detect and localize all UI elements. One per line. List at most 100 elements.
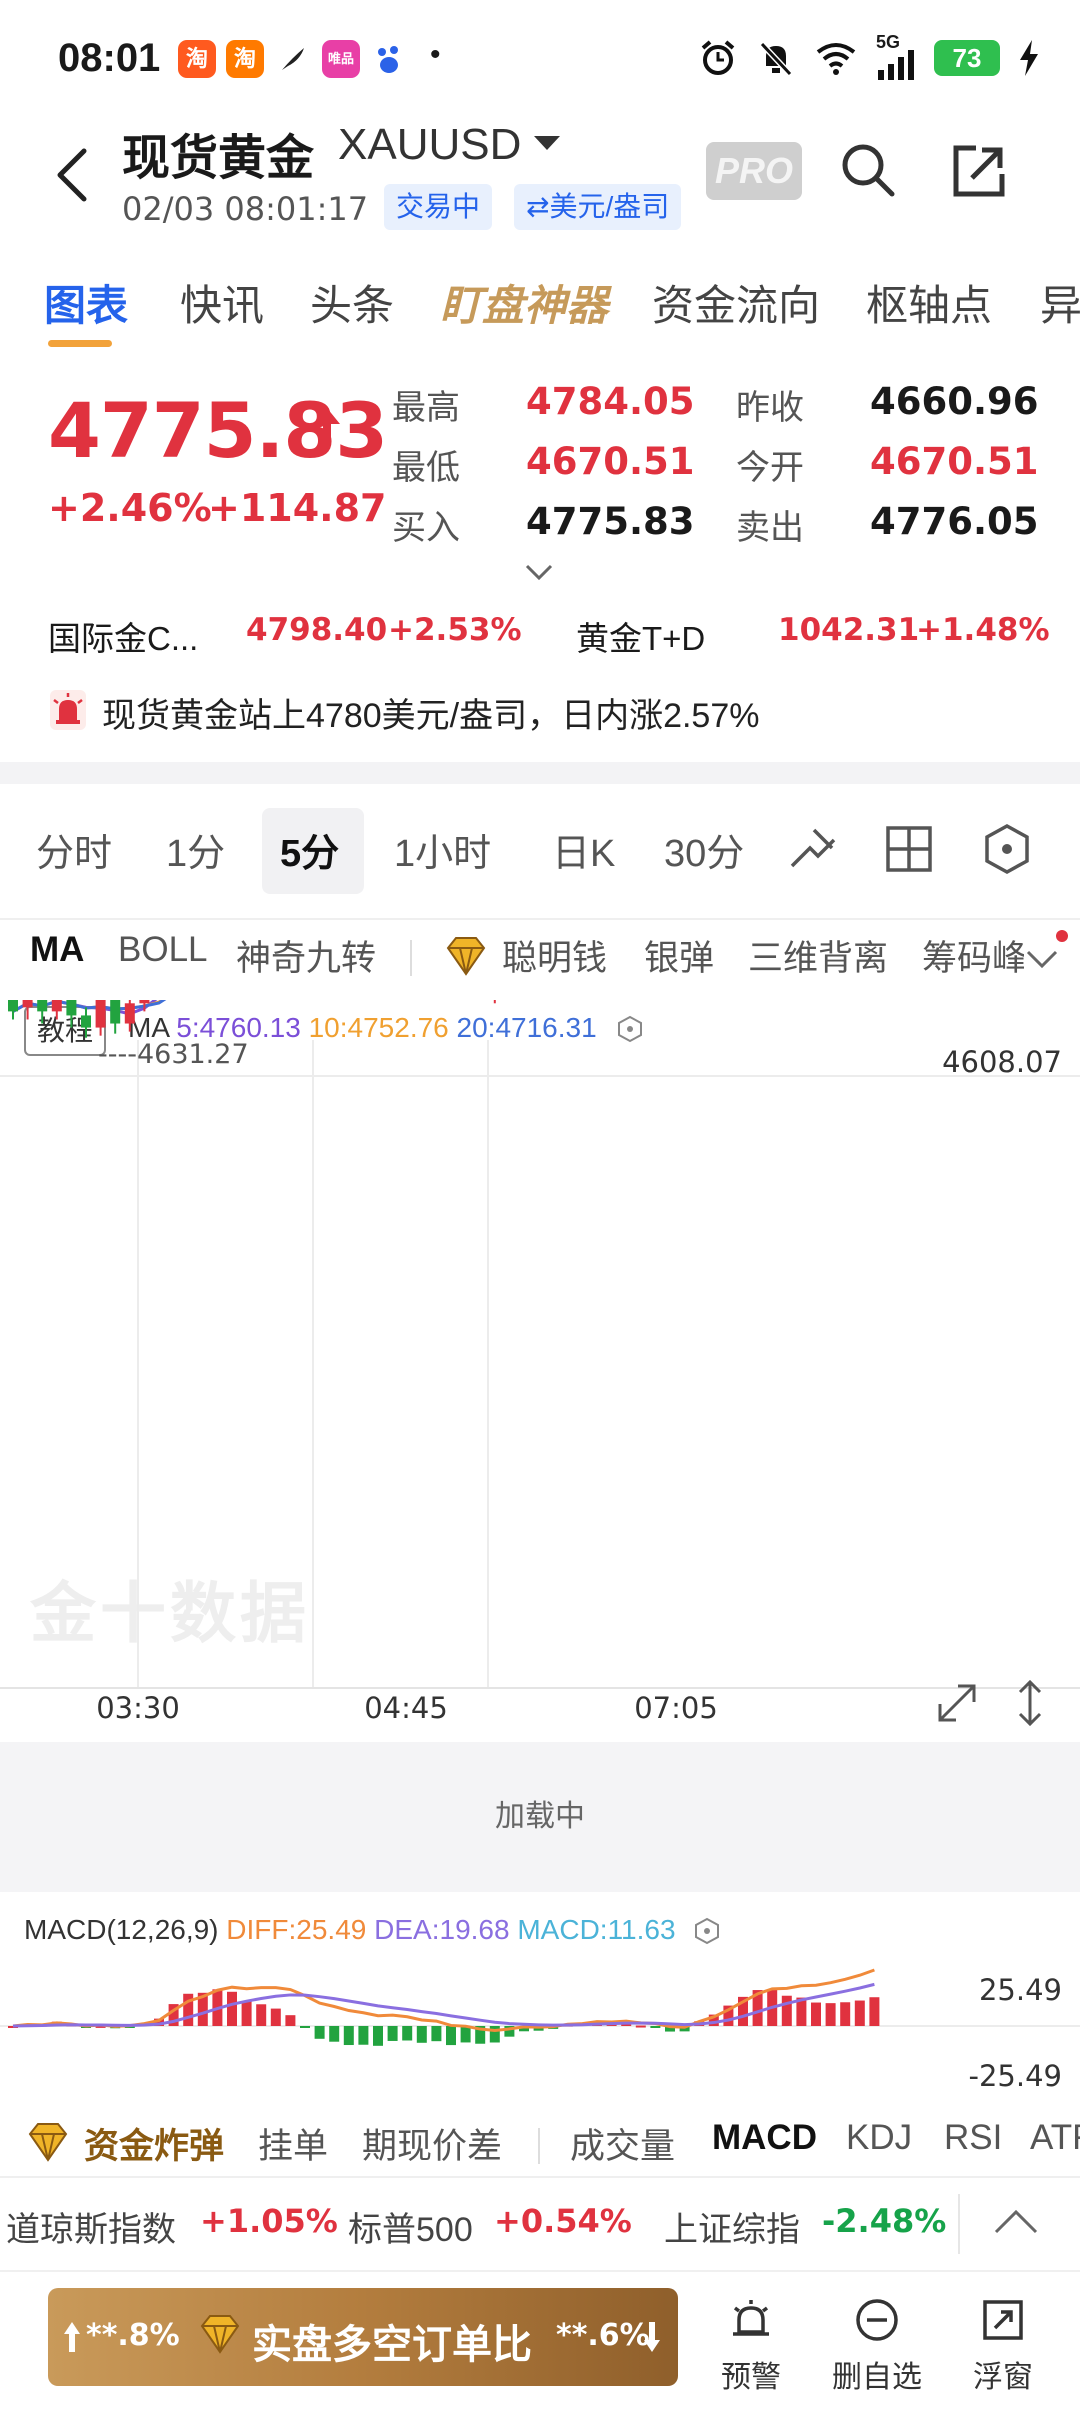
ma10-value: 10:4752.76 bbox=[308, 1012, 449, 1043]
change-amount: +114.87 bbox=[208, 486, 387, 530]
macd-bar bbox=[256, 2004, 267, 2026]
period-daily[interactable]: 日K bbox=[552, 833, 616, 875]
news-headline[interactable]: 现货黄金站上4780美元/盎司，日内涨2.57% bbox=[102, 697, 760, 735]
minus-circle-icon bbox=[856, 2299, 898, 2341]
macd-bar bbox=[154, 2018, 164, 2026]
indicator-td9[interactable]: 神奇九转 bbox=[236, 939, 377, 978]
status-time: 08:01 bbox=[58, 36, 161, 80]
macd-settings-icon[interactable] bbox=[693, 1917, 721, 1945]
sub-indicator-capital-bomb[interactable]: 资金炸弹 bbox=[84, 2127, 225, 2166]
symbol-selector[interactable]: XAUUSD bbox=[338, 120, 522, 169]
sub-indicator-macd[interactable]: MACD bbox=[712, 2118, 817, 2157]
x-tick-label: 04:45 bbox=[364, 1691, 448, 1725]
ticker-name: 道琼斯指数 bbox=[6, 2211, 176, 2249]
status-bar: 08:01 淘 淘 唯品 • 5G 73 bbox=[0, 0, 1080, 120]
symbol-dropdown-icon[interactable] bbox=[534, 136, 560, 150]
macd-bar bbox=[650, 2026, 661, 2028]
macd-bar bbox=[270, 2008, 281, 2026]
related-change: +1.48% bbox=[916, 612, 1050, 648]
indicator-smart-money[interactable]: 聪明钱 bbox=[502, 939, 608, 978]
pro-button[interactable]: PRO bbox=[706, 142, 802, 200]
candlestick-chart[interactable]: 4784.004725.364666.714608.0703:3004:4507… bbox=[0, 1000, 1080, 1740]
candle-body bbox=[37, 1000, 48, 1012]
search-icon[interactable] bbox=[838, 140, 898, 200]
ma5-value: 5:4760.13 bbox=[176, 1012, 301, 1043]
period-selector: 分时 1分 5分 1小时 日K 30分 bbox=[0, 800, 1080, 900]
period-30min[interactable]: 30分 bbox=[664, 833, 745, 875]
chart-overlay: 4775.8303:434784.00 --------4631.27 bbox=[98, 1039, 249, 1070]
macd-bar bbox=[854, 2000, 865, 2026]
sub-indicator-basis[interactable]: 期现价差 bbox=[362, 2127, 503, 2166]
indicator-silver-bullet[interactable]: 银弹 bbox=[644, 939, 715, 978]
tab-flash[interactable]: 快讯 bbox=[180, 282, 265, 329]
bottom-bar bbox=[0, 2270, 1080, 2412]
vertical-resize-icon[interactable] bbox=[1010, 1678, 1050, 1728]
chevron-down-icon[interactable] bbox=[524, 562, 554, 582]
chevron-down-icon[interactable] bbox=[1024, 946, 1060, 974]
tab-headlines[interactable]: 头条 bbox=[310, 282, 395, 329]
macd-bar bbox=[840, 2002, 851, 2026]
macd-bar bbox=[168, 2004, 179, 2026]
chevron-up-icon[interactable] bbox=[992, 2206, 1040, 2236]
baidu-app-icon bbox=[370, 40, 408, 78]
sub-indicator-kdj[interactable]: KDJ bbox=[846, 2118, 913, 2157]
index-ticker[interactable]: 道琼斯指数 +1.05% 标普500 +0.54% 上证综指 -2.48% bbox=[0, 2180, 1080, 2270]
macd-bar bbox=[314, 2026, 325, 2039]
sub-indicator-rsi[interactable]: RSI bbox=[944, 2118, 1003, 2157]
indicator-boll[interactable]: BOLL bbox=[118, 930, 208, 969]
share-icon[interactable] bbox=[950, 142, 1008, 200]
indicator-ma[interactable]: MA bbox=[30, 930, 85, 969]
candle-body bbox=[139, 1000, 150, 1004]
macd-bar bbox=[708, 2014, 719, 2026]
draw-line-icon[interactable] bbox=[786, 822, 840, 876]
main-tabs: 图表 快讯 头条 盯盘神器 资金流向 枢轴点 异 bbox=[0, 272, 1080, 352]
macd-bar bbox=[738, 1996, 748, 2026]
tab-more[interactable]: 异 bbox=[1040, 282, 1080, 329]
period-5min[interactable]: 5分 bbox=[280, 833, 340, 875]
tab-watch-tool[interactable]: 盯盘神器 bbox=[440, 282, 609, 329]
float-window-button[interactable]: 浮窗 bbox=[958, 2296, 1048, 2396]
macd-legend: MACD(12,26,9) DIFF:25.49 DEA:19.68 MACD:… bbox=[24, 1914, 721, 1946]
period-timeshare[interactable]: 分时 bbox=[36, 833, 113, 875]
period-1min[interactable]: 1分 bbox=[166, 833, 226, 875]
macd-chart[interactable]: 25.49 -25.49 bbox=[0, 1950, 1080, 2106]
tab-chart[interactable]: 图表 bbox=[44, 282, 129, 329]
layout-grid-icon[interactable] bbox=[884, 824, 934, 874]
unit-toggle[interactable]: ⇄美元/盎司 bbox=[514, 184, 682, 230]
macd-bar bbox=[460, 2026, 471, 2043]
tab-pivot[interactable]: 枢轴点 bbox=[866, 282, 993, 329]
quote-timestamp: 02/03 08:01:17 bbox=[122, 190, 369, 228]
related-name[interactable]: 黄金T+D bbox=[576, 620, 706, 657]
indicator-chip[interactable]: 筹码峰 bbox=[922, 939, 1024, 978]
ma-settings-icon[interactable] bbox=[616, 1015, 644, 1043]
indicator-divergence[interactable]: 三维背离 bbox=[748, 939, 889, 978]
back-arrow-icon[interactable] bbox=[48, 145, 98, 205]
feather-app-icon bbox=[274, 40, 312, 78]
up-arrow-icon bbox=[64, 2322, 80, 2352]
order-ratio-banner[interactable]: **.8% 实盘多空订单比 **.6% bbox=[48, 2288, 678, 2386]
sub-indicator-volume[interactable]: 成交量 bbox=[570, 2127, 676, 2166]
candle-body bbox=[81, 1015, 91, 1028]
sub-indicator-orders[interactable]: 挂单 bbox=[258, 2127, 329, 2166]
fullscreen-icon[interactable] bbox=[934, 1680, 980, 1726]
settings-hex-icon[interactable] bbox=[980, 822, 1034, 876]
x-tick-label: 07:05 bbox=[634, 1691, 718, 1725]
remove-watchlist-label: 删自选 bbox=[832, 2361, 922, 2394]
mute-bell-icon bbox=[759, 41, 793, 77]
remove-watchlist-button[interactable]: 删自选 bbox=[832, 2296, 922, 2396]
related-name[interactable]: 国际金C... bbox=[48, 620, 199, 657]
macd-bar bbox=[285, 2015, 296, 2026]
network-type: 5G bbox=[876, 32, 901, 52]
alert-button[interactable]: 预警 bbox=[706, 2296, 796, 2396]
ma-line bbox=[12, 1000, 167, 1013]
period-1hour[interactable]: 1小时 bbox=[394, 833, 492, 875]
candle-body bbox=[110, 1000, 121, 1024]
ticker-change: +0.54% bbox=[494, 2202, 632, 2240]
sub-indicator-atr[interactable]: ATR bbox=[1030, 2118, 1080, 2157]
macd-bar bbox=[796, 1997, 807, 2026]
tab-capital-flow[interactable]: 资金流向 bbox=[652, 282, 821, 329]
diamond-icon bbox=[446, 937, 486, 976]
wifi-icon bbox=[816, 43, 856, 75]
macd-bar bbox=[825, 2003, 836, 2026]
current-price: 4775.83 bbox=[48, 386, 388, 475]
